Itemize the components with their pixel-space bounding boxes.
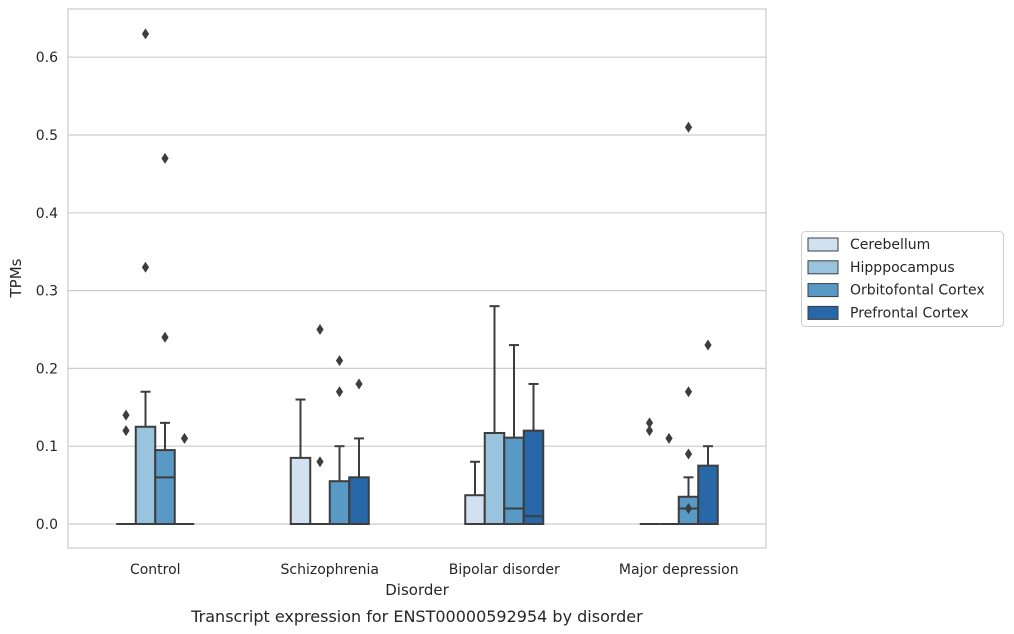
legend-label-cerebellum: Cerebellum bbox=[850, 237, 930, 253]
legend-frame bbox=[801, 231, 1004, 327]
outlier-point bbox=[335, 355, 344, 367]
x-tick-label-major-depression: Major depression bbox=[619, 562, 739, 578]
y-tick-label: 0.0 bbox=[36, 517, 58, 533]
box-hipppocampus-bipolar-disorder bbox=[483, 305, 506, 525]
box-body bbox=[328, 480, 351, 525]
legend: Cerebellum Hipppocampus Orbitofontal Corte… bbox=[801, 231, 1004, 327]
box-hipppocampus-control bbox=[134, 28, 157, 525]
box-body bbox=[348, 476, 370, 526]
box-body bbox=[154, 449, 176, 525]
legend-swatch-cerebellum bbox=[807, 237, 839, 252]
box-cerebellum-control bbox=[116, 409, 136, 525]
box-body bbox=[522, 429, 545, 526]
box-hipppocampus-schizophrenia bbox=[310, 324, 330, 525]
box-body bbox=[134, 425, 157, 525]
box-body bbox=[697, 464, 719, 525]
y-axis-label: TPMs bbox=[7, 258, 25, 298]
legend-swatch-hipppocampus bbox=[807, 260, 839, 275]
outlier-point bbox=[645, 425, 654, 437]
box-cerebellum-major-depression bbox=[639, 417, 660, 525]
y-tick-label: 0.6 bbox=[36, 50, 58, 66]
y-tick-label: 0.1 bbox=[36, 439, 58, 455]
grid-lines bbox=[68, 56, 766, 525]
outlier-point bbox=[316, 456, 324, 468]
outlier-point bbox=[335, 386, 344, 398]
box-body bbox=[464, 494, 486, 525]
legend-swatch-prefrontal-cortex bbox=[807, 305, 839, 320]
outlier-point bbox=[180, 432, 189, 444]
chart-caption: Transcript expression for ENST0000059295… bbox=[190, 607, 643, 626]
outlier-point bbox=[161, 152, 169, 164]
box-body bbox=[503, 436, 525, 525]
outlier-point bbox=[316, 324, 324, 335]
x-tick-label-schizophrenia: Schizophrenia bbox=[281, 562, 379, 578]
outlier-point bbox=[141, 28, 150, 40]
box-orbitofontal-cortex-major-depression bbox=[677, 121, 700, 525]
box-series bbox=[116, 28, 719, 526]
x-tick-label-bipolar-disorder: Bipolar disorder bbox=[449, 562, 560, 578]
outlier-point bbox=[665, 432, 673, 444]
box-hipppocampus-major-depression bbox=[659, 432, 679, 525]
outlier-point bbox=[645, 417, 654, 429]
outlier-point bbox=[684, 448, 693, 460]
legend-label-hipppocampus: Hipppocampus bbox=[850, 260, 955, 276]
outlier-point bbox=[684, 386, 693, 398]
y-tick-label: 0.3 bbox=[36, 284, 58, 300]
legend-swatch-orbitofontal-cortex bbox=[807, 283, 839, 298]
box-cerebellum-bipolar-disorder bbox=[464, 460, 486, 525]
box-body bbox=[289, 456, 312, 525]
y-axis: 0.0 0.1 0.2 0.3 0.4 0.5 0.6 bbox=[36, 50, 58, 533]
box-orbitofontal-cortex-control bbox=[154, 152, 176, 525]
outlier-point bbox=[122, 409, 130, 421]
outlier-point bbox=[684, 121, 693, 133]
y-tick-label: 0.4 bbox=[36, 206, 58, 222]
outlier-point bbox=[704, 339, 712, 351]
x-axis-label: Disorder bbox=[385, 581, 449, 599]
box-body bbox=[483, 431, 506, 525]
outlier-point bbox=[122, 425, 130, 437]
box-prefrontal-cortex-schizophrenia bbox=[348, 378, 370, 526]
x-axis: Control Schizophrenia Bipolar disorder Majo… bbox=[130, 562, 739, 578]
box-prefrontal-cortex-bipolar-disorder bbox=[522, 382, 545, 526]
box-prefrontal-cortex-control bbox=[174, 432, 195, 525]
legend-label-prefrontal-cortex: Prefrontal Cortex bbox=[850, 305, 969, 321]
legend-label-orbitofontal-cortex: Orbitofontal Cortex bbox=[850, 283, 985, 299]
box-cerebellum-schizophrenia bbox=[289, 398, 312, 525]
y-tick-label: 0.2 bbox=[36, 361, 58, 377]
box-prefrontal-cortex-major-depression bbox=[697, 339, 719, 525]
box-orbitofontal-cortex-bipolar-disorder bbox=[503, 344, 525, 525]
outlier-point bbox=[684, 502, 693, 514]
outlier-point bbox=[141, 261, 150, 273]
y-tick-label: 0.5 bbox=[36, 128, 58, 144]
outlier-point bbox=[355, 378, 363, 390]
box-orbitofontal-cortex-schizophrenia bbox=[328, 355, 351, 525]
plot-area-frame bbox=[67, 8, 767, 549]
outlier-point bbox=[161, 331, 169, 343]
x-tick-label-control: Control bbox=[130, 562, 181, 578]
